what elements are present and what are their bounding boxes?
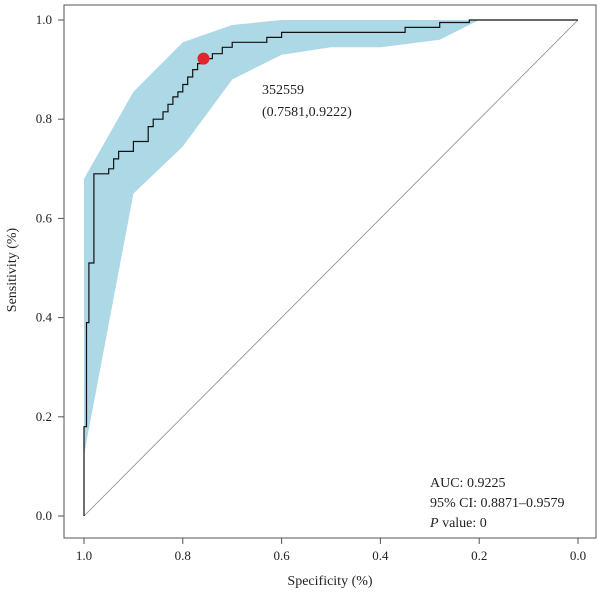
y-tick-label: 0.2 bbox=[36, 409, 52, 424]
y-tick-label: 0.8 bbox=[36, 111, 52, 126]
x-tick-label: 1.0 bbox=[76, 548, 92, 563]
p-symbol: P bbox=[429, 516, 439, 531]
ci-label: 95% CI: 0.8871–0.9579 bbox=[430, 496, 565, 511]
x-axis-title: Specificity (%) bbox=[287, 574, 372, 589]
optimal-cutoff-point bbox=[197, 52, 210, 65]
optimal-point-coords-label: (0.7581,0.9222) bbox=[262, 105, 352, 120]
reference-diagonal bbox=[83, 19, 579, 517]
confidence-band bbox=[84, 20, 480, 457]
y-axis: 0.0 0.2 0.4 0.6 0.8 1.0 bbox=[36, 12, 64, 523]
y-tick-label: 0.0 bbox=[36, 508, 52, 523]
y-tick-label: 1.0 bbox=[36, 12, 52, 27]
y-axis-title: Sensitivity (%) bbox=[5, 227, 20, 312]
p-value-label: P value: 0 bbox=[429, 516, 487, 531]
y-tick-label: 0.4 bbox=[36, 310, 53, 325]
x-tick-label: 0.0 bbox=[570, 548, 586, 563]
plot-frame bbox=[63, 4, 597, 539]
auc-label: AUC: 0.9225 bbox=[430, 476, 505, 491]
p-value-text: value: 0 bbox=[439, 516, 487, 531]
optimal-point-threshold-label: 352559 bbox=[262, 83, 304, 98]
x-axis: 1.0 0.8 0.6 0.4 0.2 0.0 bbox=[76, 538, 586, 563]
x-tick-label: 0.2 bbox=[471, 548, 487, 563]
x-tick-label: 0.4 bbox=[372, 548, 389, 563]
x-tick-label: 0.6 bbox=[273, 548, 290, 563]
x-tick-label: 0.8 bbox=[175, 548, 191, 563]
y-tick-label: 0.6 bbox=[36, 210, 53, 225]
roc-curve-line bbox=[83, 19, 578, 516]
